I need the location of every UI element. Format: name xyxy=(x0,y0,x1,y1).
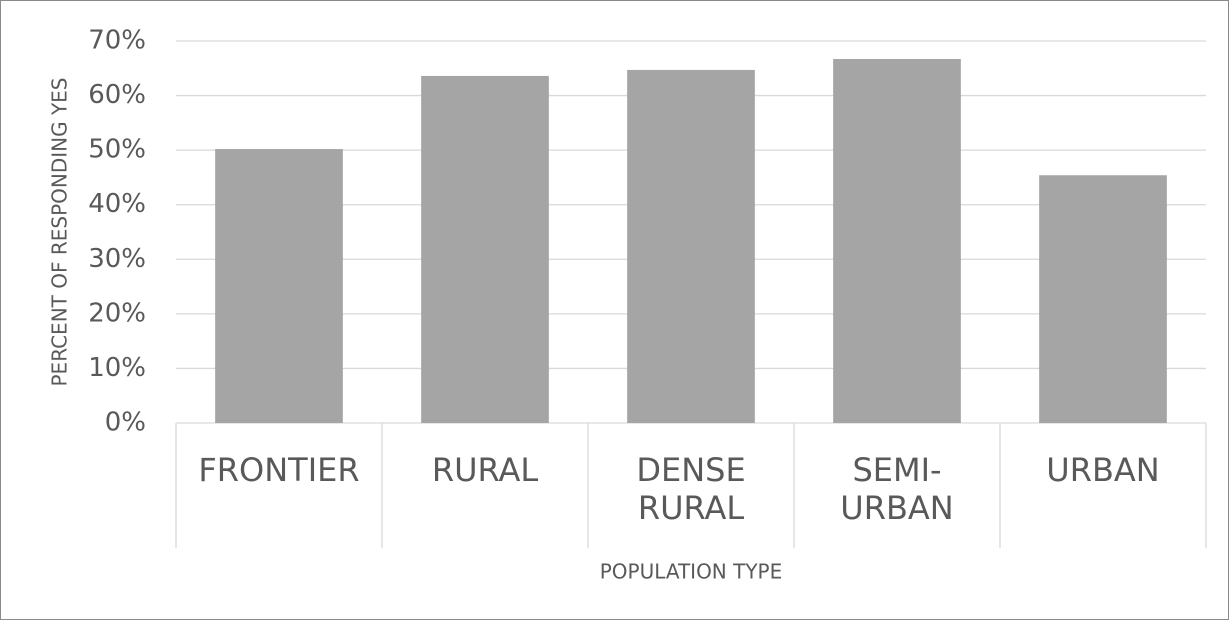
bar xyxy=(1039,175,1167,423)
y-tick-label: 40% xyxy=(88,189,146,219)
y-tick-label: 0% xyxy=(105,408,146,438)
y-tick-label: 30% xyxy=(88,244,146,274)
y-tick-label: 70% xyxy=(88,26,146,56)
bar xyxy=(833,59,961,423)
y-axis-title: PERCENT OF RESPONDING YES xyxy=(48,78,72,387)
x-axis-title: POPULATION TYPE xyxy=(600,560,783,584)
y-tick-label: 20% xyxy=(88,298,146,328)
bar xyxy=(421,75,549,423)
bar xyxy=(627,69,755,424)
y-tick-label: 50% xyxy=(88,135,146,165)
x-tick-label: URBAN xyxy=(1046,451,1160,489)
bar xyxy=(215,149,343,423)
x-tick-label: DENSE RURAL xyxy=(636,451,746,527)
y-tick-label: 60% xyxy=(88,80,146,110)
x-tick-label: FRONTIER xyxy=(198,451,360,489)
x-tick-label: SEMI-URBAN xyxy=(840,451,954,527)
x-tick-label: RURAL xyxy=(431,451,539,489)
y-tick-label: 10% xyxy=(88,353,146,383)
